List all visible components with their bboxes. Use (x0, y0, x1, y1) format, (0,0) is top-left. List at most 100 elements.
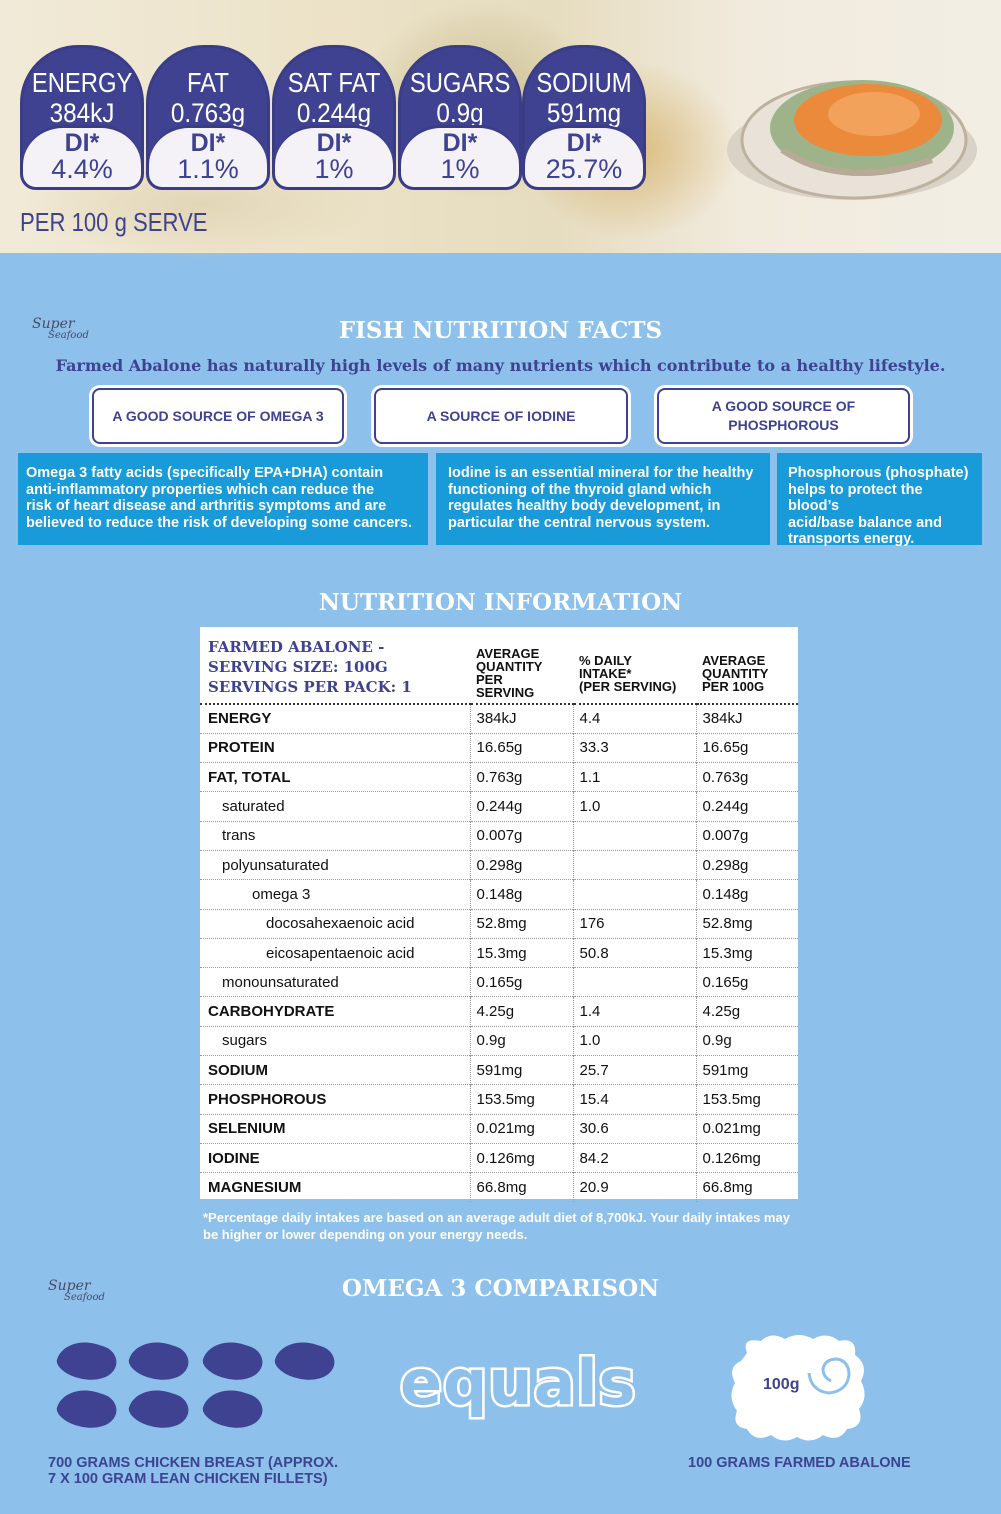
table-row: docosahexaenoic acid 52.8mg 176 52.8mg (200, 908, 798, 939)
chicken-fillet-icon (271, 1333, 339, 1389)
cloud-label: 100g (763, 1376, 799, 1393)
daily-intake-value: 1.1 (573, 762, 697, 792)
per-100g-value: 0.165g (696, 967, 798, 997)
per-100g-value: 153.5mg (696, 1084, 798, 1115)
comparison-title: OMEGA 3 COMPARISON (341, 1275, 660, 1302)
tab-label: A GOOD SOURCE OF PHOSPHOROUS (711, 398, 856, 433)
daily-intake-value: 1.0 (573, 791, 697, 822)
product-line: SERVINGS PER PACK: 1 (208, 678, 412, 696)
daily-intake-value (573, 967, 697, 997)
tab-label: A GOOD SOURCE OF OMEGA 3 (112, 407, 324, 424)
per-serving-value: 0.126mg (470, 1142, 574, 1173)
per-serving-value: 16.65g (470, 732, 574, 763)
badge-value: 0.9g (436, 98, 484, 128)
table-row: SODIUM 591mg 25.7 591mg (200, 1055, 798, 1085)
chicken-fillet-icon (125, 1381, 193, 1437)
chicken-fillet-icon (125, 1333, 193, 1389)
info-line: helps to protect the blood’s (788, 481, 923, 515)
badge-sugars: SUGARS 0.9g DI* 1% (398, 45, 522, 190)
nutrient-name: polyunsaturated (200, 849, 471, 880)
per-serving-value: 0.165g (470, 967, 574, 997)
per-100g-value: 384kJ (696, 702, 798, 734)
super-seafood-logo: Super Seafood (32, 316, 89, 342)
daily-intake-value (573, 820, 697, 851)
nutrition-title: NUTRITION INFORMATION (318, 589, 683, 616)
daily-intake-value: 84.2 (573, 1142, 697, 1173)
nutrient-name: IODINE (200, 1142, 471, 1173)
info-line: risk of heart disease and arthritis symp… (26, 498, 387, 514)
daily-intake-value: 25.7 (573, 1055, 697, 1085)
header-line: AVERAGE (476, 646, 540, 661)
per-100g-value: 0.126mg (696, 1142, 798, 1173)
info-line: particular the central nervous system. (448, 514, 710, 531)
table-row: IODINE 0.126mg 84.2 0.126mg (200, 1142, 798, 1173)
logo-line-1: Super (48, 1278, 91, 1294)
info-line: Phosphorous (phosphate) (788, 465, 969, 481)
badge-di: DI* (64, 129, 100, 157)
header-line: INTAKE* (579, 666, 632, 681)
facts-subtitle: Farmed Abalone has naturally high levels… (55, 356, 946, 375)
info-panel-iodine: Iodine is an essential mineral for the h… (436, 453, 770, 545)
per-100g-value: 591mg (696, 1055, 798, 1085)
per-serving-value: 0.9g (470, 1025, 574, 1056)
nutrient-name: trans (200, 820, 471, 851)
product-header: FARMED ABALONE - SERVING SIZE: 100G SERV… (200, 627, 470, 704)
abalone-image (727, 80, 977, 200)
header-line: PER (476, 672, 503, 687)
badge-energy: ENERGY 384kJ DI* 4.4% (20, 45, 144, 190)
header-line: QUANTITY (476, 659, 543, 674)
product-line: FARMED ABALONE - (208, 638, 385, 656)
badge-label: FAT (187, 67, 229, 98)
per-serving-value: 0.148g (470, 879, 574, 910)
header-line: % DAILY (579, 653, 632, 668)
nutrient-name: PHOSPHOROUS (200, 1084, 471, 1115)
nutrient-name: SELENIUM (200, 1113, 471, 1144)
info-line: Omega 3 fatty acids (specifically EPA+DH… (26, 465, 384, 481)
nutrient-name: FAT, TOTAL (200, 762, 471, 792)
per-serving-value: 4.25g (470, 996, 574, 1027)
badge-sodium: SODIUM 591mg DI* 25.7% (522, 45, 646, 190)
per-100g-value: 52.8mg (696, 908, 798, 939)
badge-value: 0.244g (296, 98, 372, 128)
tab-phosphorous: A GOOD SOURCE OF PHOSPHOROUS (657, 388, 910, 444)
badge-label: ENERGY (31, 67, 133, 98)
daily-intake-value: 33.3 (573, 732, 697, 763)
nutrient-name: sugars (200, 1025, 471, 1056)
per-100g-value: 0.763g (696, 762, 798, 792)
chicken-fillet-icon (53, 1333, 121, 1389)
badge-fat: FAT 0.763g DI* 1.1% (146, 45, 270, 190)
per-100g-value: 0.244g (696, 791, 798, 822)
info-line: anti-inflammatory properties which can r… (26, 481, 375, 498)
daily-intake-value: 50.8 (573, 937, 697, 968)
badge-sat-fat: SAT FAT 0.244g DI* 1% (272, 45, 396, 190)
nutrient-name: PROTEIN (200, 732, 471, 763)
super-seafood-logo: Super Seafood (48, 1278, 105, 1304)
info-line: Iodine is an essential mineral for the h… (448, 465, 754, 481)
badge-value: 0.763g (170, 98, 246, 128)
badge-label: SUGARS (409, 67, 511, 98)
per-serving-value: 153.5mg (470, 1084, 574, 1115)
logo-line-2: Seafood (64, 1292, 105, 1303)
table-row: monounsaturated 0.165g 0.165g (200, 967, 798, 997)
daily-intake-value: 15.4 (573, 1084, 697, 1115)
nutrition-table: FARMED ABALONE - SERVING SIZE: 100G SERV… (200, 627, 798, 1203)
table-row: FAT, TOTAL 0.763g 1.1 0.763g (200, 762, 798, 792)
per-100g-value: 0.298g (696, 849, 798, 880)
chicken-fillet-icon (199, 1333, 267, 1389)
table-row: PROTEIN 16.65g 33.3 16.65g (200, 732, 798, 763)
daily-intake-value: 20.9 (573, 1172, 697, 1203)
logo-line-1: Super (32, 316, 75, 332)
nutrient-name: CARBOHYDRATE (200, 996, 471, 1027)
badge-di: DI* (190, 129, 226, 157)
per-serve-label: PER 100 g SERVE (20, 207, 208, 237)
header-line: PER 100G (702, 679, 765, 694)
footnote: *Percentage daily intakes are based on a… (203, 1210, 790, 1242)
col-header-daily-intake: % DAILY INTAKE* (PER SERVING) (573, 627, 696, 704)
chicken-fillet-icon (53, 1381, 121, 1437)
header-line: AVERAGE (702, 653, 766, 668)
header-line: QUANTITY (702, 666, 769, 681)
per-100g-value: 0.148g (696, 879, 798, 910)
caption-line: 700 GRAMS CHICKEN BREAST (APPROX. (48, 1455, 339, 1471)
per-serving-value: 0.021mg (470, 1113, 574, 1144)
badge-value: 384kJ (49, 98, 115, 128)
